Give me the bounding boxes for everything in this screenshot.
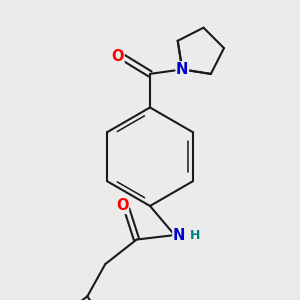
Text: N: N (173, 228, 185, 243)
Text: H: H (190, 230, 200, 242)
Text: N: N (176, 62, 188, 77)
Text: O: O (116, 199, 128, 214)
Text: O: O (112, 50, 124, 64)
